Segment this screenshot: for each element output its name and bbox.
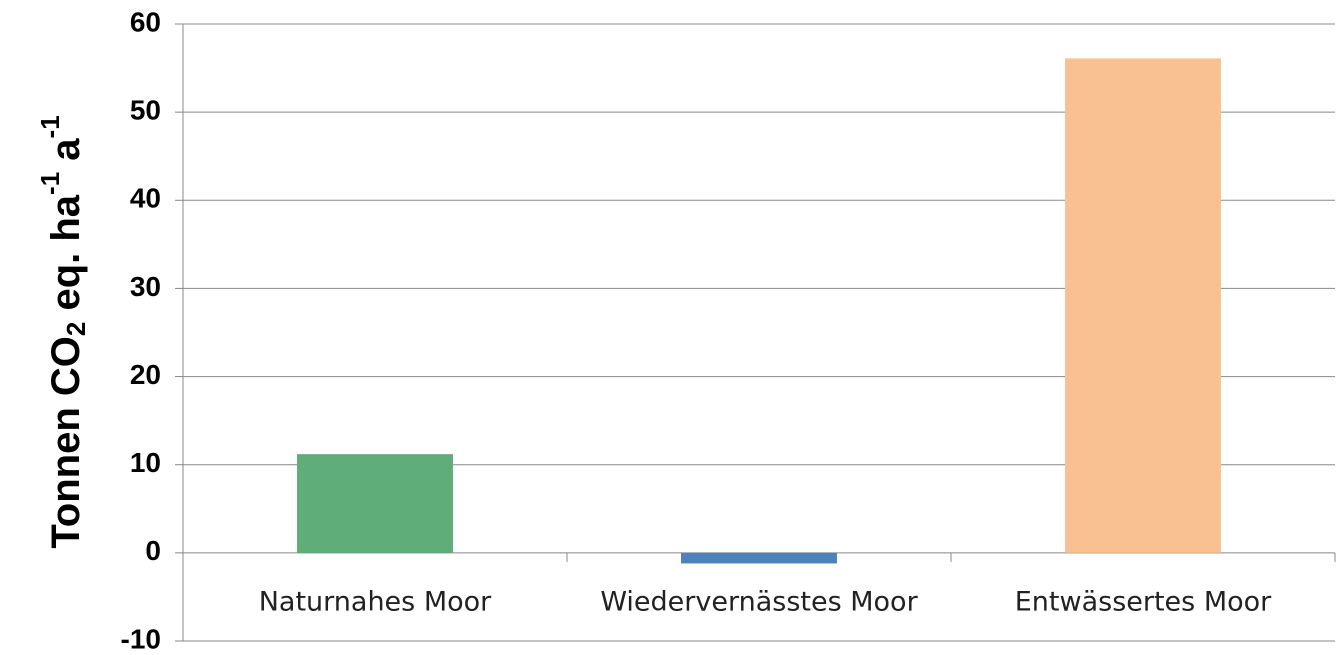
bar (681, 552, 837, 564)
x-tick-label: Entwässertes Moor (1015, 586, 1272, 617)
y-label-part: a (44, 138, 88, 172)
bar (297, 454, 453, 553)
y-tick-label: 40 (130, 183, 161, 214)
y-tick-label: 10 (130, 447, 161, 478)
y-axis-label: Tonnen CO2 eq. ha-1 a-1 (35, 115, 91, 548)
y-label-sup: -1 (35, 172, 65, 195)
y-label-part: eq. ha (44, 194, 88, 321)
y-label-part: Tonnen CO (44, 336, 88, 549)
x-tick-label: Wiedervernässtes Moor (600, 586, 918, 617)
y-tick-label: 30 (130, 271, 161, 302)
y-tick-label: 60 (130, 6, 161, 37)
y-label-sub: 2 (61, 322, 91, 336)
x-tick-label: Naturnahes Moor (259, 586, 492, 617)
bar (1065, 58, 1221, 553)
y-tick-label: -10 (121, 623, 161, 654)
y-tick-label: 0 (145, 535, 161, 566)
y-tick-label: 50 (130, 95, 161, 126)
y-label-sup: -1 (35, 115, 65, 138)
y-tick-label: 20 (130, 359, 161, 390)
